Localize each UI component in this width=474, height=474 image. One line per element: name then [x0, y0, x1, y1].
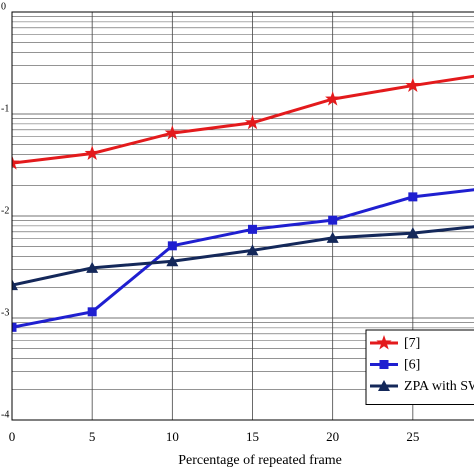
x-tick-label: 0	[9, 429, 16, 444]
x-tick-label: 5	[89, 429, 96, 444]
marker	[87, 307, 97, 317]
marker	[246, 244, 259, 256]
marker	[405, 77, 421, 92]
series-line	[12, 74, 474, 165]
marker	[12, 279, 18, 291]
plot	[12, 74, 474, 332]
marker	[379, 360, 389, 369]
series-line	[12, 188, 474, 329]
x-tick-label: 25	[406, 429, 419, 444]
marker	[84, 145, 100, 160]
marker	[12, 155, 20, 170]
x-tick-label: 20	[326, 429, 339, 444]
y-tick-label: 0	[1, 1, 6, 12]
marker	[12, 322, 17, 332]
marker	[325, 91, 341, 106]
marker	[408, 192, 418, 202]
y-tick-label: -2	[1, 205, 9, 216]
plot-frame	[11, 11, 474, 421]
y-tick-label: -3	[1, 307, 9, 318]
legend-label: [6]	[404, 358, 420, 373]
x-tick-label: 15	[246, 429, 259, 444]
marker	[328, 215, 338, 225]
x-tick-label: 10	[166, 429, 179, 444]
y-tick-label: -1	[1, 103, 9, 114]
marker	[406, 227, 419, 239]
marker	[164, 125, 180, 140]
legend: [7] [6] ZPA with SW	[365, 329, 474, 405]
y-tick-label: -4	[1, 409, 9, 420]
marker	[376, 335, 392, 350]
series-line	[12, 225, 474, 287]
marker	[86, 261, 99, 273]
marker	[166, 255, 179, 267]
marker	[378, 380, 390, 391]
x-axis-label: Percentage of repeated frame	[178, 453, 342, 468]
legend-label: [7]	[404, 336, 420, 351]
marker	[326, 231, 339, 243]
marker	[244, 114, 261, 130]
marker	[248, 224, 257, 234]
legend-label: ZPA with SW	[404, 379, 474, 394]
marker	[167, 241, 177, 251]
